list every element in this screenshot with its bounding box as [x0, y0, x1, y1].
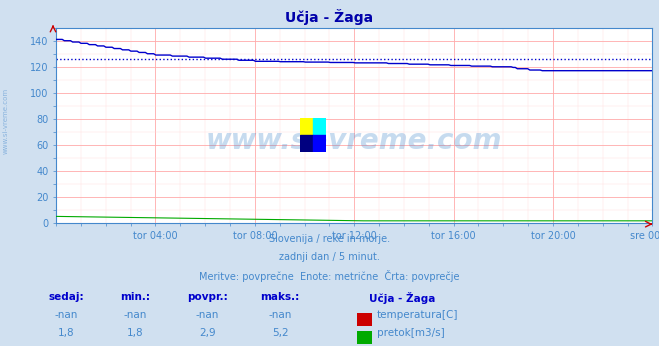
- Text: Učja - Žaga: Učja - Žaga: [285, 9, 374, 25]
- Text: maks.:: maks.:: [260, 292, 300, 302]
- Text: www.si-vreme.com: www.si-vreme.com: [2, 88, 9, 154]
- Text: -nan: -nan: [268, 310, 292, 320]
- Text: povpr.:: povpr.:: [187, 292, 228, 302]
- Text: Meritve: povprečne  Enote: metrične  Črta: povprečje: Meritve: povprečne Enote: metrične Črta:…: [199, 270, 460, 282]
- Bar: [313, 135, 326, 152]
- Text: 5,2: 5,2: [272, 328, 289, 338]
- Text: temperatura[C]: temperatura[C]: [377, 310, 459, 320]
- Text: 1,8: 1,8: [127, 328, 144, 338]
- Text: -nan: -nan: [123, 310, 147, 320]
- Text: sedaj:: sedaj:: [48, 292, 84, 302]
- Text: www.si-vreme.com: www.si-vreme.com: [206, 127, 502, 155]
- Bar: [300, 135, 313, 152]
- Text: Učja - Žaga: Učja - Žaga: [369, 292, 436, 304]
- Text: pretok[m3/s]: pretok[m3/s]: [377, 328, 445, 338]
- Bar: [300, 118, 313, 135]
- Text: 1,8: 1,8: [57, 328, 74, 338]
- Text: -nan: -nan: [196, 310, 219, 320]
- Text: 2,9: 2,9: [199, 328, 216, 338]
- Text: -nan: -nan: [54, 310, 78, 320]
- Text: Slovenija / reke in morje.: Slovenija / reke in morje.: [269, 234, 390, 244]
- Text: min.:: min.:: [120, 292, 150, 302]
- Bar: [313, 118, 326, 135]
- Text: zadnji dan / 5 minut.: zadnji dan / 5 minut.: [279, 252, 380, 262]
